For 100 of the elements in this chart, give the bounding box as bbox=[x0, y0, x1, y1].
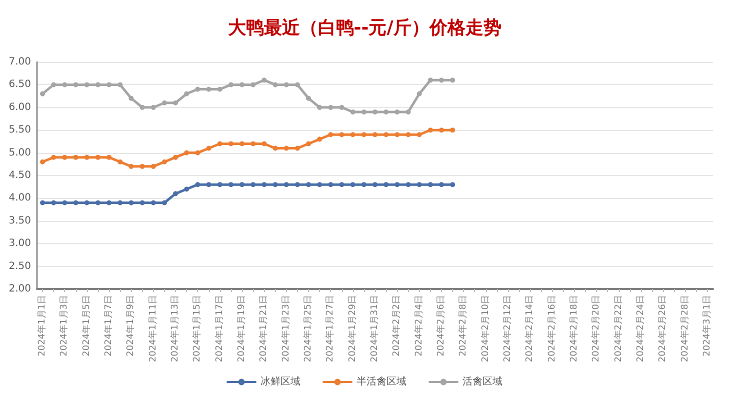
x-tick-label: 2024年2月10日 bbox=[480, 295, 491, 362]
y-tick-label: 5.50 bbox=[8, 124, 31, 136]
point bbox=[150, 164, 156, 169]
y-tick-label: 4.00 bbox=[8, 192, 31, 204]
point bbox=[450, 182, 456, 188]
point bbox=[394, 132, 400, 138]
point bbox=[306, 141, 312, 146]
x-tick-label: 2024年1月15日 bbox=[192, 295, 203, 362]
point bbox=[106, 82, 112, 88]
point bbox=[250, 182, 256, 188]
point bbox=[317, 136, 322, 142]
point bbox=[384, 109, 389, 114]
x-tick-label: 2024年1月13日 bbox=[170, 295, 181, 362]
y-tick-label: 2.00 bbox=[8, 284, 31, 294]
x-tick-label: 2024年2月4日 bbox=[413, 295, 424, 356]
point bbox=[73, 82, 78, 88]
x-tick-label: 2024年1月5日 bbox=[80, 295, 92, 356]
point bbox=[206, 182, 212, 188]
point bbox=[272, 182, 278, 188]
point bbox=[128, 164, 134, 169]
point bbox=[272, 146, 278, 151]
point bbox=[140, 104, 145, 110]
x-tick-label: 2024年2月14日 bbox=[524, 295, 536, 362]
point bbox=[317, 182, 322, 188]
point bbox=[40, 200, 46, 206]
point bbox=[195, 150, 200, 156]
point bbox=[40, 159, 46, 164]
point bbox=[51, 82, 56, 88]
point bbox=[328, 132, 334, 138]
x-tick-label: 2024年2月8日 bbox=[458, 295, 469, 356]
point bbox=[394, 182, 400, 188]
point bbox=[250, 141, 256, 146]
point bbox=[339, 132, 344, 138]
x-tick-label: 2024年1月29日 bbox=[346, 295, 358, 362]
x-tick-label: 2024年1月7日 bbox=[103, 295, 114, 356]
point bbox=[361, 132, 366, 138]
point bbox=[294, 82, 300, 88]
x-tick-label: 2024年1月23日 bbox=[280, 295, 292, 362]
point bbox=[406, 182, 411, 188]
point bbox=[284, 82, 289, 88]
x-tick-label: 2024年1月1日 bbox=[36, 295, 48, 356]
y-tick-label: 5.00 bbox=[8, 147, 31, 158]
point bbox=[438, 128, 444, 133]
point bbox=[84, 82, 90, 88]
point bbox=[250, 82, 256, 88]
point bbox=[173, 100, 178, 106]
x-tick-label: 2024年1月21日 bbox=[258, 295, 270, 362]
point bbox=[317, 104, 322, 110]
point bbox=[118, 200, 123, 206]
point bbox=[51, 154, 56, 160]
point bbox=[106, 154, 112, 160]
point bbox=[294, 182, 300, 188]
point bbox=[217, 86, 222, 92]
point bbox=[372, 182, 378, 188]
point bbox=[206, 86, 212, 92]
x-tick-label: 2024年2月22日 bbox=[612, 295, 624, 362]
y-tick-label: 4.50 bbox=[8, 170, 31, 181]
point bbox=[428, 128, 433, 133]
point bbox=[306, 96, 312, 101]
point bbox=[118, 159, 123, 164]
point bbox=[228, 82, 234, 88]
point bbox=[306, 182, 312, 188]
point bbox=[217, 182, 222, 188]
point bbox=[140, 164, 145, 169]
x-tick-label: 2024年1月3日 bbox=[58, 295, 70, 356]
point bbox=[361, 182, 366, 188]
x-tick-label: 2024年2月12日 bbox=[502, 295, 513, 362]
point bbox=[128, 96, 134, 101]
point bbox=[150, 104, 156, 110]
y-tick-label: 6.50 bbox=[8, 79, 31, 90]
point bbox=[262, 182, 267, 188]
y-tick-label: 3.50 bbox=[8, 215, 31, 226]
point bbox=[350, 132, 356, 138]
point bbox=[450, 78, 456, 83]
point bbox=[339, 182, 344, 188]
point bbox=[240, 82, 245, 88]
x-tick-label: 2024年1月27日 bbox=[324, 295, 336, 362]
point bbox=[195, 86, 200, 92]
x-tick-label: 2024年1月31日 bbox=[369, 295, 380, 362]
y-tick-label: 2.50 bbox=[8, 260, 31, 272]
x-tick-label: 2024年2月6日 bbox=[435, 295, 446, 356]
point bbox=[406, 109, 411, 114]
x-tick-label: 2024年1月25日 bbox=[302, 295, 314, 362]
x-tick-label: 2024年2月2日 bbox=[391, 295, 402, 356]
legend-label: 活禽区域 bbox=[462, 376, 502, 388]
point bbox=[262, 141, 267, 146]
point bbox=[162, 200, 167, 206]
x-tick-label: 2024年2月18日 bbox=[568, 295, 580, 362]
point bbox=[184, 150, 190, 156]
point bbox=[416, 91, 422, 96]
point bbox=[262, 78, 267, 83]
point bbox=[328, 182, 334, 188]
point bbox=[228, 182, 234, 188]
x-tick-label: 2024年3月1日 bbox=[701, 295, 712, 356]
legend-label: 冰鲜区域 bbox=[260, 376, 300, 388]
point bbox=[350, 109, 356, 114]
point bbox=[228, 141, 234, 146]
point bbox=[118, 82, 123, 88]
point bbox=[184, 186, 190, 192]
point bbox=[95, 154, 100, 160]
